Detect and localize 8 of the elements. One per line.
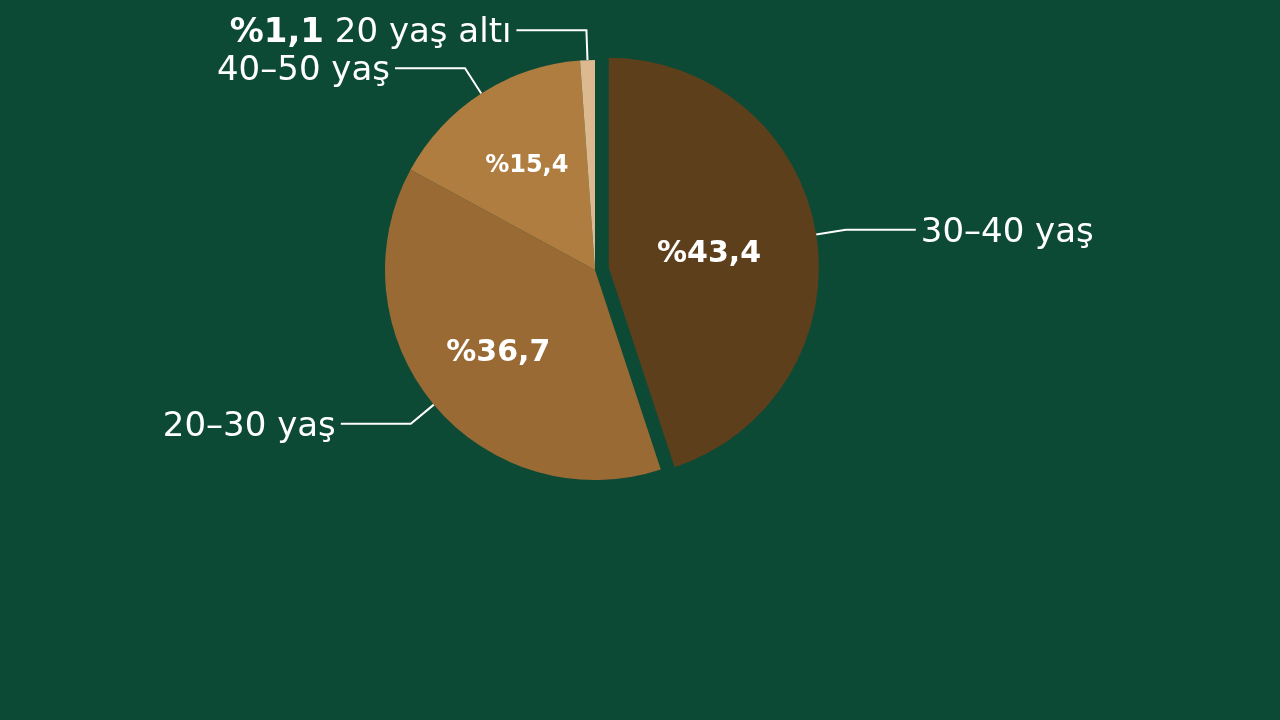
slice-label: 30–40 yaş xyxy=(920,209,1094,250)
slice-label: 40–50 yaş xyxy=(216,48,391,89)
data-label: %36,7 xyxy=(446,333,551,369)
data-label: %15,4 xyxy=(485,150,569,179)
slice-label: 20–30 yaş xyxy=(162,403,336,444)
data-label: %43,4 xyxy=(657,234,762,270)
slice-label: 20 yaş altı xyxy=(334,10,512,51)
data-label: %1,1 xyxy=(229,10,324,51)
